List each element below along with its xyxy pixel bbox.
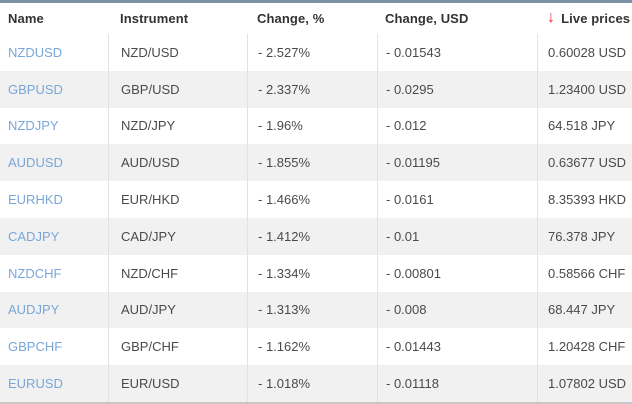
table-row: CADJPY CAD/JPY - 1.412% - 0.01 76.378 JP…: [0, 217, 632, 255]
instrument-cell: GBP/USD: [108, 70, 247, 108]
table-row: EURUSD EUR/USD - 1.018% - 0.01118 1.0780…: [0, 365, 632, 402]
name-cell: NZDCHF: [0, 255, 108, 292]
table-body: NZDUSD NZD/USD - 2.527% - 0.01543 0.6002…: [0, 34, 632, 402]
instrument-cell: NZD/CHF: [108, 254, 247, 292]
table-row: EURHKD EUR/HKD - 1.466% - 0.0161 8.35393…: [0, 181, 632, 218]
live-price-cell: 1.07802 USD: [537, 365, 632, 402]
instrument-cell: AUD/JPY: [108, 291, 247, 329]
change-percent-cell: - 1.466%: [247, 181, 377, 218]
instrument-cell: NZD/JPY: [108, 107, 247, 145]
table-row: NZDJPY NZD/JPY - 1.96% - 0.012 64.518 JP…: [0, 107, 632, 145]
instrument-cell: EUR/USD: [108, 365, 247, 402]
change-usd-cell: - 0.01: [377, 217, 537, 255]
change-usd-cell: - 0.012: [377, 107, 537, 145]
column-header-live-prices-label: Live prices: [561, 11, 631, 26]
change-percent-cell: - 1.855%: [247, 144, 377, 182]
name-cell: EURHKD: [0, 181, 108, 218]
name-cell: AUDJPY: [0, 292, 108, 329]
column-header-live-prices[interactable]: ↓ Live prices: [537, 3, 632, 34]
live-price-cell: 0.63677 USD: [537, 144, 632, 182]
table-row: NZDUSD NZD/USD - 2.527% - 0.01543 0.6002…: [0, 34, 632, 71]
live-price-cell: 68.447 JPY: [537, 291, 632, 329]
live-price-cell: 0.60028 USD: [537, 34, 632, 71]
change-percent-cell: - 2.527%: [247, 34, 377, 71]
name-cell: EURUSD: [0, 365, 108, 402]
change-percent-cell: - 1.162%: [247, 328, 377, 366]
instrument-cell: EUR/HKD: [108, 181, 247, 218]
change-usd-cell: - 0.01443: [377, 328, 537, 366]
change-usd-cell: - 0.01195: [377, 144, 537, 182]
change-usd-cell: - 0.00801: [377, 254, 537, 292]
name-cell: NZDUSD: [0, 34, 108, 71]
symbol-link[interactable]: GBPUSD: [8, 81, 63, 97]
name-cell: CADJPY: [0, 218, 108, 255]
symbol-link[interactable]: NZDUSD: [8, 44, 63, 60]
column-header-change-usd[interactable]: Change, USD: [385, 11, 469, 26]
name-cell: NZDJPY: [0, 108, 108, 145]
instrument-cell: AUD/USD: [108, 144, 247, 182]
change-usd-cell: - 0.0161: [377, 181, 537, 218]
change-usd-cell: - 0.01118: [377, 365, 537, 402]
name-cell: GBPUSD: [0, 71, 108, 108]
instrument-cell: GBP/CHF: [108, 328, 247, 366]
live-price-cell: 76.378 JPY: [537, 217, 632, 255]
change-percent-cell: - 1.412%: [247, 217, 377, 255]
symbol-link[interactable]: NZDJPY: [8, 118, 59, 134]
red-down-arrow-icon: ↓: [547, 8, 556, 26]
column-header-change-percent[interactable]: Change, %: [257, 11, 325, 26]
table-row: GBPUSD GBP/USD - 2.337% - 0.0295 1.23400…: [0, 70, 632, 108]
table-row: AUDUSD AUD/USD - 1.855% - 0.01195 0.6367…: [0, 144, 632, 182]
change-percent-cell: - 1.334%: [247, 254, 377, 292]
name-cell: GBPCHF: [0, 328, 108, 365]
change-percent-cell: - 1.313%: [247, 291, 377, 329]
change-percent-cell: - 1.96%: [247, 107, 377, 145]
change-usd-cell: - 0.008: [377, 291, 537, 329]
live-price-cell: 1.20428 CHF: [537, 328, 632, 366]
change-percent-cell: - 1.018%: [247, 365, 377, 402]
live-price-cell: 1.23400 USD: [537, 70, 632, 108]
column-header-instrument[interactable]: Instrument: [120, 11, 189, 26]
change-percent-cell: - 2.337%: [247, 70, 377, 108]
symbol-link[interactable]: EURHKD: [8, 192, 63, 208]
symbol-link[interactable]: NZDCHF: [8, 265, 62, 281]
column-header-name[interactable]: Name: [8, 11, 44, 26]
table-header-row: Name Instrument Change, % Change, USD ↓ …: [0, 3, 632, 34]
change-usd-cell: - 0.0295: [377, 70, 537, 108]
symbol-link[interactable]: AUDJPY: [8, 302, 60, 318]
instrument-cell: NZD/USD: [108, 34, 247, 71]
change-usd-cell: - 0.01543: [377, 34, 537, 71]
table-row: NZDCHF NZD/CHF - 1.334% - 0.00801 0.5856…: [0, 254, 632, 292]
live-price-cell: 64.518 JPY: [537, 107, 632, 145]
instrument-cell: CAD/JPY: [108, 217, 247, 255]
symbol-link[interactable]: GBPCHF: [8, 339, 63, 355]
table-row: AUDJPY AUD/JPY - 1.313% - 0.008 68.447 J…: [0, 291, 632, 329]
name-cell: AUDUSD: [0, 144, 108, 181]
live-price-cell: 8.35393 HKD: [537, 181, 632, 218]
table-row: GBPCHF GBP/CHF - 1.162% - 0.01443 1.2042…: [0, 328, 632, 366]
live-price-cell: 0.58566 CHF: [537, 254, 632, 292]
symbol-link[interactable]: AUDUSD: [8, 155, 63, 171]
symbol-link[interactable]: EURUSD: [8, 376, 63, 392]
symbol-link[interactable]: CADJPY: [8, 228, 60, 244]
